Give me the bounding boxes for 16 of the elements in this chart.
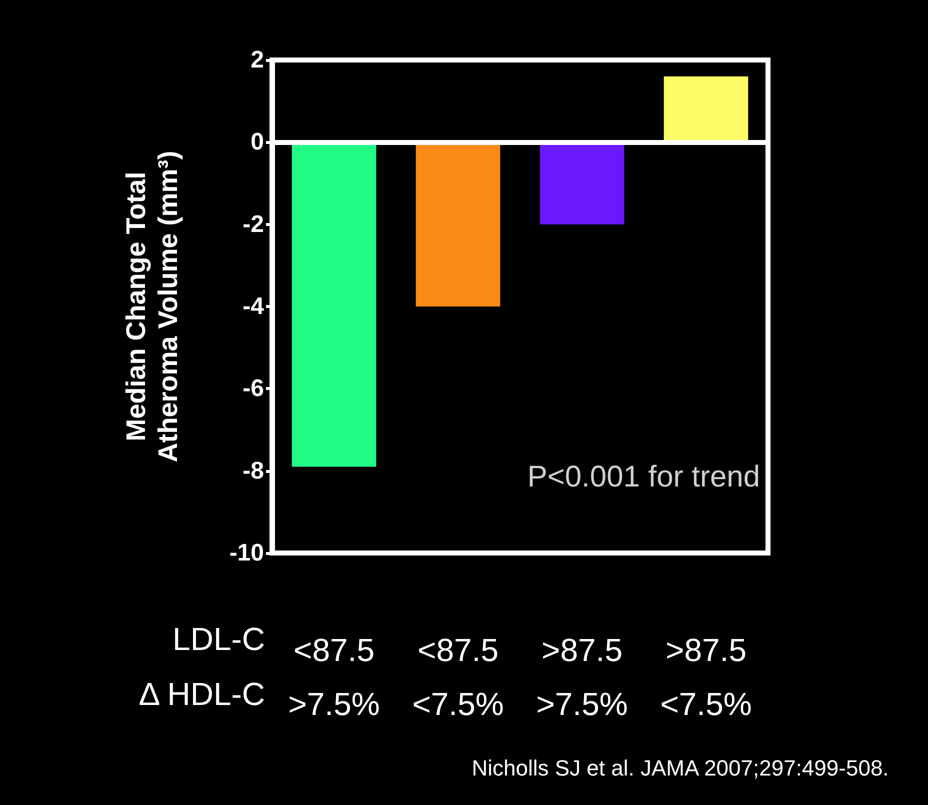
y-tick-label: -10 [229,540,264,566]
y-tick-label: -4 [242,293,265,320]
annotation: P<0.001 for trend [527,460,760,494]
x-tick-label: >87.5 >7.5% [536,632,628,722]
x-tick-label: >87.5 <7.5% [660,632,752,722]
x-tick-label: <87.5 >7.5% [288,632,380,722]
y-tick-label: -6 [242,375,264,402]
text: Nicholls SJ et al. JAMA 2007;297:499-508. [472,756,889,780]
y-axis-title: Median Change Total Atheroma Volume (mm³) [121,150,183,462]
text: Δ HDL-C [138,676,265,712]
x-tick-label: <87.5 <7.5% [412,632,504,722]
y-tick-label: 2 [250,46,264,74]
y-tick-label: 0 [250,128,264,156]
y-tick-label: -2 [242,210,264,238]
y-tick-label: -8 [242,457,264,484]
text: LDL-C [172,621,265,657]
